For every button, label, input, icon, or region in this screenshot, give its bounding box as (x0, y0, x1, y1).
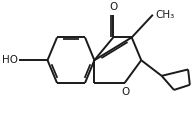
Text: O: O (109, 2, 117, 12)
Text: O: O (121, 87, 130, 97)
Text: CH₃: CH₃ (156, 10, 175, 20)
Text: HO: HO (2, 55, 18, 65)
